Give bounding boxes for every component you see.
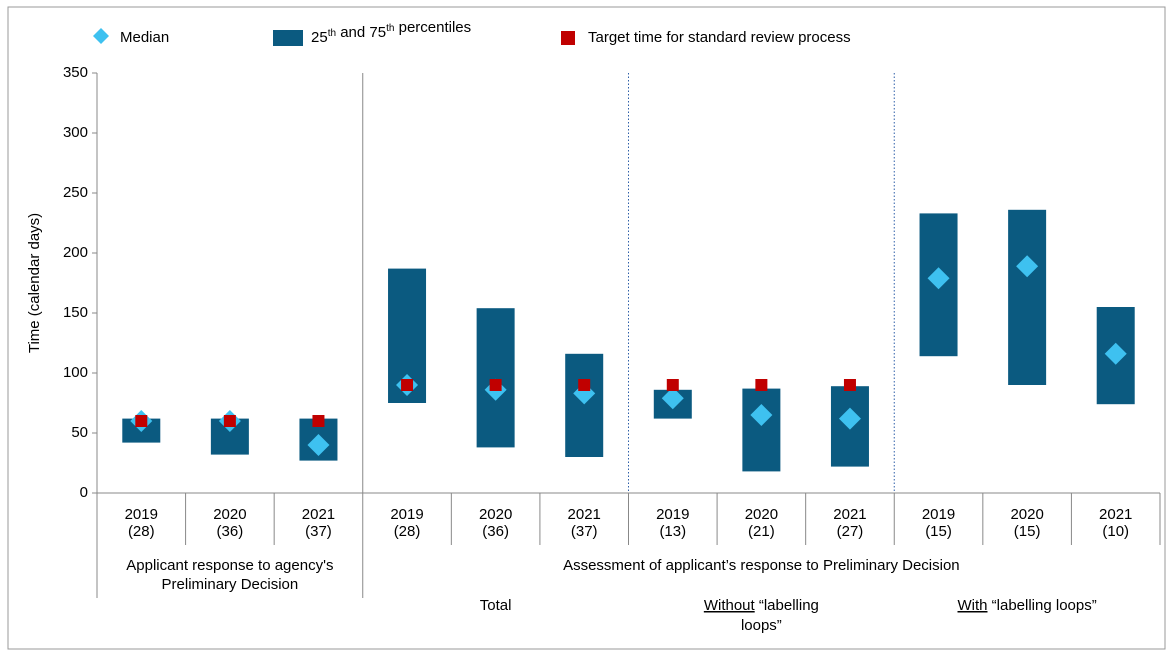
legend-label: Target time for standard review process: [588, 29, 851, 46]
y-tick-label: 300: [63, 124, 88, 141]
target-marker: [489, 379, 502, 391]
subgroup-text: loops”: [741, 617, 782, 634]
subgroup-text: “labelling: [755, 597, 819, 614]
target-marker: [755, 379, 768, 391]
subgroup-label: Total: [480, 597, 512, 614]
median-marker: [750, 404, 773, 426]
median-marker: [927, 267, 950, 290]
percentile-bar: [1008, 209, 1047, 385]
y-tick-label: 250: [63, 184, 88, 201]
percentile-bar: [476, 308, 515, 448]
y-tick-label: 150: [63, 304, 88, 321]
x-tick-label: 2020: [479, 506, 512, 523]
x-tick-label: 2020: [213, 506, 246, 523]
y-tick-label: 50: [71, 424, 88, 441]
y-tick-label: 0: [80, 484, 88, 501]
x-tick-label: (15): [1014, 523, 1041, 540]
frame: [7, 6, 1166, 650]
subgroup-label: loops”: [741, 617, 782, 634]
target-marker: [135, 415, 148, 427]
x-tick-label: (27): [837, 523, 864, 540]
x-tick-label: (10): [1102, 523, 1129, 540]
x-tick-label: 2019: [922, 506, 955, 523]
percentile-bar: [742, 388, 781, 472]
median-marker: [1104, 342, 1127, 365]
x-tick-label: 2021: [302, 506, 335, 523]
group-label: Applicant response to agency's: [126, 557, 333, 574]
legend-label: Median: [120, 29, 169, 46]
x-tick-label: (13): [659, 523, 686, 540]
y-tick-label: 100: [63, 364, 88, 381]
legend-swatch: [273, 30, 303, 46]
x-tick-label: 2019: [390, 506, 423, 523]
legend-swatch: [93, 28, 109, 44]
x-tick-label: 2019: [656, 506, 689, 523]
median-marker: [1016, 255, 1039, 278]
subgroup-text: “labelling loops”: [988, 597, 1097, 614]
median-marker: [661, 387, 684, 410]
x-tick-label: 2020: [745, 506, 778, 523]
target-marker: [666, 379, 679, 391]
legend-swatch: [561, 31, 575, 45]
x-tick-label: (37): [305, 523, 332, 540]
x-tick-label: 2021: [1099, 506, 1132, 523]
target-marker: [843, 379, 856, 391]
x-tick-label: (37): [571, 523, 598, 540]
x-tick-label: (28): [128, 523, 155, 540]
underlined-text: With: [958, 597, 988, 614]
target-marker: [401, 379, 414, 391]
percentile-bar: [565, 353, 604, 457]
target-marker: [312, 415, 325, 427]
median-marker: [838, 407, 861, 430]
subgroup-label: With “labelling loops”: [958, 597, 1097, 614]
median-marker: [307, 434, 330, 456]
x-tick-label: 2021: [568, 506, 601, 523]
group-label: Preliminary Decision: [162, 576, 299, 593]
target-marker: [578, 379, 591, 391]
x-tick-label: (36): [482, 523, 509, 540]
x-tick-label: 2019: [125, 506, 158, 523]
x-tick-label: (36): [217, 523, 244, 540]
subgroup-label: Without “labelling: [704, 597, 819, 614]
subgroup-text: Total: [480, 597, 512, 614]
legend-label: 25th and 75th percentiles: [311, 19, 471, 46]
y-axis-label: Time (calendar days): [26, 213, 43, 353]
group-label: Assessment of applicant’s response to Pr…: [563, 557, 960, 574]
x-tick-label: 2020: [1010, 506, 1043, 523]
x-tick-label: (21): [748, 523, 775, 540]
x-tick-label: 2021: [833, 506, 866, 523]
x-tick-label: (28): [394, 523, 421, 540]
x-tick-label: (15): [925, 523, 952, 540]
target-marker: [223, 415, 236, 427]
y-tick-label: 350: [63, 64, 88, 81]
y-tick-label: 200: [63, 244, 88, 261]
underlined-text: Without: [704, 597, 756, 614]
